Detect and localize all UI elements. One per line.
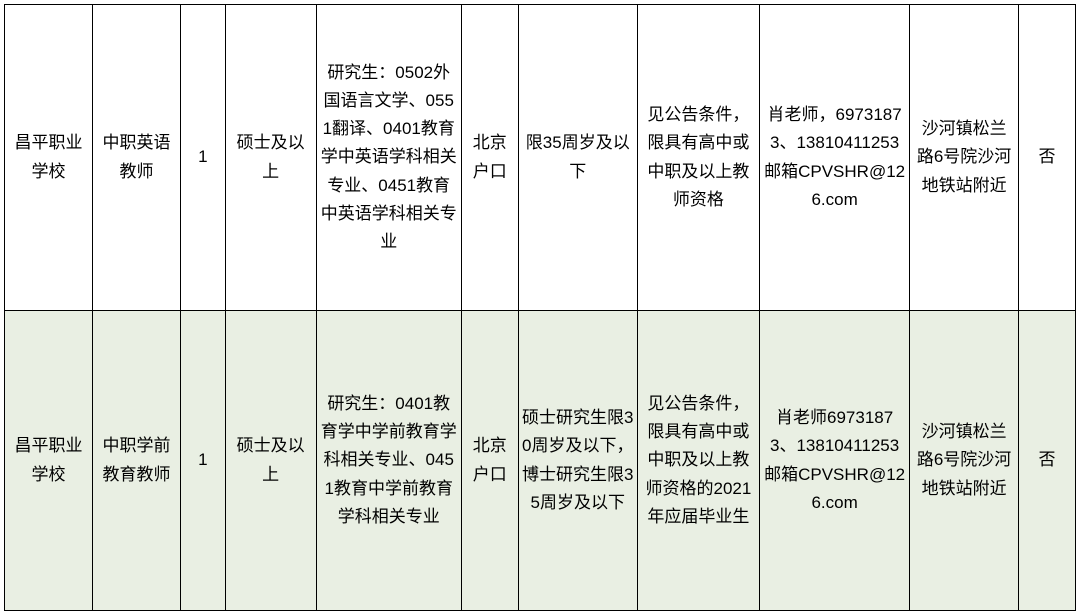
table-cell: 见公告条件，限具有高中或中职及以上教师资格 — [637, 5, 759, 311]
table-cell: 研究生：0502外国语言文学、0551翻译、0401教育学中英语学科相关专业、0… — [316, 5, 461, 311]
table-cell: 1 — [181, 5, 226, 311]
table-cell: 沙河镇松兰路6号院沙河地铁站附近 — [910, 311, 1019, 611]
table-cell: 否 — [1018, 5, 1075, 311]
table-cell: 昌平职业学校 — [5, 5, 93, 311]
recruitment-table: 昌平职业学校中职英语教师1硕士及以上研究生：0502外国语言文学、0551翻译、… — [4, 4, 1076, 611]
table-cell: 否 — [1018, 311, 1075, 611]
table-cell: 中职学前教育教师 — [93, 311, 181, 611]
table-row: 昌平职业学校中职学前教育教师1硕士及以上研究生：0401教育学中学前教育学科相关… — [5, 311, 1076, 611]
table-cell: 沙河镇松兰路6号院沙河地铁站附近 — [910, 5, 1019, 311]
table-cell: 昌平职业学校 — [5, 311, 93, 611]
table-cell: 1 — [181, 311, 226, 611]
table-cell: 研究生：0401教育学中学前教育学科相关专业、0451教育中学前教育学科相关专业 — [316, 311, 461, 611]
table-cell: 限35周岁及以下 — [518, 5, 637, 311]
table-cell: 肖老师，69731873、13810411253邮箱CPVSHR@126.com — [760, 5, 910, 311]
table-body: 昌平职业学校中职英语教师1硕士及以上研究生：0502外国语言文学、0551翻译、… — [5, 5, 1076, 611]
table-cell: 北京户口 — [461, 311, 518, 611]
table-cell: 中职英语教师 — [93, 5, 181, 311]
table-cell: 见公告条件，限具有高中或中职及以上教师资格的2021年应届毕业生 — [637, 311, 759, 611]
table-row: 昌平职业学校中职英语教师1硕士及以上研究生：0502外国语言文学、0551翻译、… — [5, 5, 1076, 311]
table-cell: 硕士研究生限30周岁及以下，博士研究生限35周岁及以下 — [518, 311, 637, 611]
table-cell: 硕士及以上 — [225, 311, 316, 611]
table-cell: 北京户口 — [461, 5, 518, 311]
table-cell: 肖老师69731873、13810411253邮箱CPVSHR@126.com — [760, 311, 910, 611]
table-cell: 硕士及以上 — [225, 5, 316, 311]
